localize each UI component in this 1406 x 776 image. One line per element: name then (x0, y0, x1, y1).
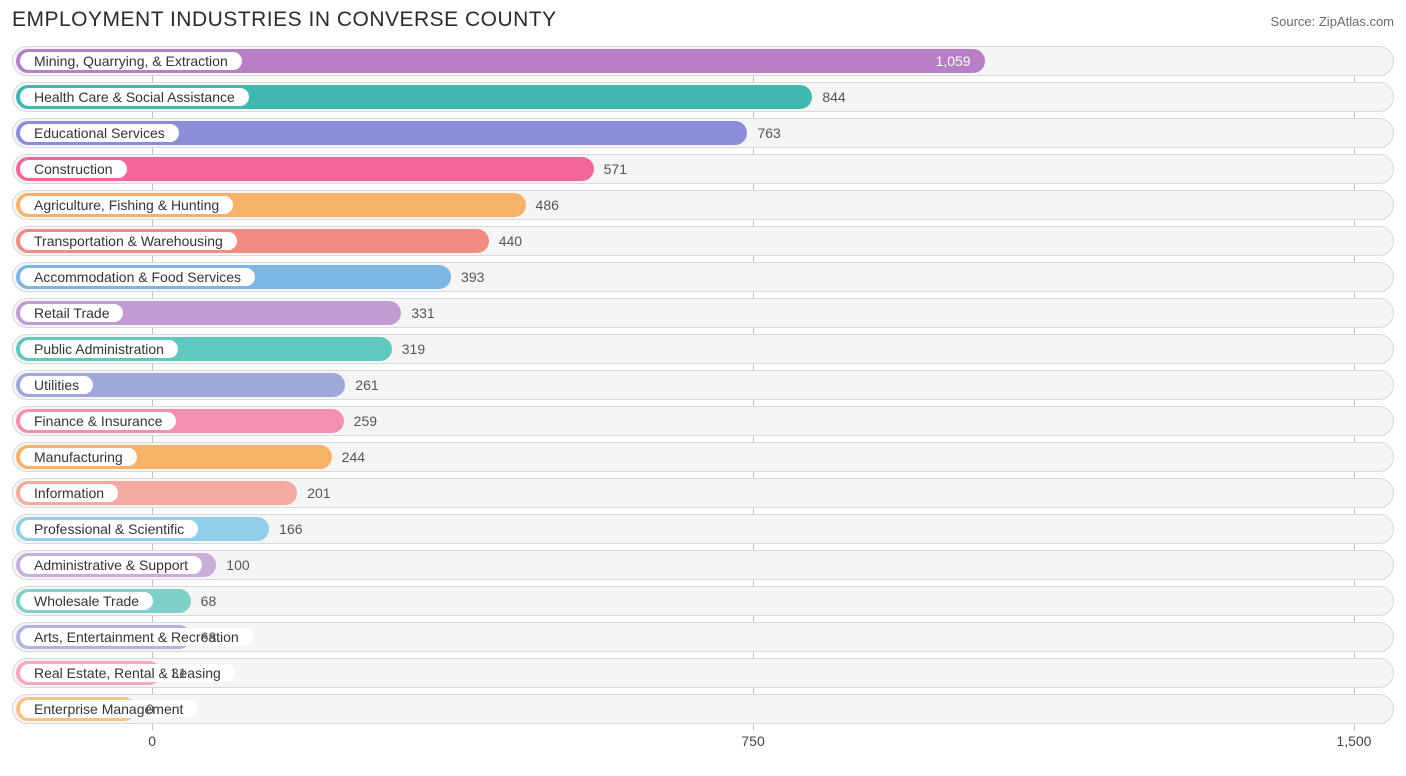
bar: Retail Trade (16, 301, 401, 325)
bar: Finance & Insurance (16, 409, 344, 433)
bar: Enterprise Management (16, 697, 136, 721)
bar-value: 201 (307, 479, 330, 507)
x-axis: 0 750 1,500 (12, 730, 1394, 752)
bar-row: Information 201 (12, 478, 1394, 508)
chart-title: EMPLOYMENT INDUSTRIES IN CONVERSE COUNTY (12, 8, 557, 32)
bar-value: 166 (279, 515, 302, 543)
bar-label-pill: Wholesale Trade (20, 592, 153, 610)
bar-row: Professional & Scientific 166 (12, 514, 1394, 544)
bar-row: Health Care & Social Assistance 844 (12, 82, 1394, 112)
bar-value: 571 (604, 155, 627, 183)
bar-label-pill: Educational Services (20, 124, 179, 142)
bar-value: 100 (226, 551, 249, 579)
bar-label-pill: Accommodation & Food Services (20, 268, 255, 286)
bar: Public Administration (16, 337, 392, 361)
bar-row: Finance & Insurance 259 (12, 406, 1394, 436)
bar-label-pill: Transportation & Warehousing (20, 232, 237, 250)
bar-label-pill: Manufacturing (20, 448, 137, 466)
bar-row: Transportation & Warehousing 440 (12, 226, 1394, 256)
bar-value: 331 (411, 299, 434, 327)
bar-value: 68 (201, 623, 217, 651)
chart-header: EMPLOYMENT INDUSTRIES IN CONVERSE COUNTY… (12, 8, 1394, 32)
bar-row: Construction 571 (12, 154, 1394, 184)
bar-label-pill: Real Estate, Rental & Leasing (20, 664, 235, 682)
bar: Information (16, 481, 297, 505)
bar: Real Estate, Rental & Leasing (16, 661, 161, 685)
bar-value: 0 (146, 695, 154, 723)
bar-row: Public Administration 319 (12, 334, 1394, 364)
axis-tick-label: 1,500 (1336, 733, 1371, 749)
bar-value: 1,059 (936, 49, 971, 73)
bar-chart: Mining, Quarrying, & Extraction 1,059 Heal… (12, 46, 1394, 752)
bar: Utilities (16, 373, 345, 397)
bar-label-pill: Utilities (20, 376, 93, 394)
bar: Manufacturing (16, 445, 332, 469)
bar: Accommodation & Food Services (16, 265, 451, 289)
bar-value: 319 (402, 335, 425, 363)
axis-tick-label: 750 (741, 733, 764, 749)
bar-label-pill: Construction (20, 160, 127, 178)
bar-row: Administrative & Support 100 (12, 550, 1394, 580)
bar: Construction (16, 157, 594, 181)
bar: Wholesale Trade (16, 589, 191, 613)
bar-value: 259 (354, 407, 377, 435)
bar-value: 440 (499, 227, 522, 255)
bar-label-pill: Professional & Scientific (20, 520, 198, 538)
bar-row: Arts, Entertainment & Recreation68 (12, 622, 1394, 652)
bar: Mining, Quarrying, & Extraction 1,059 (16, 49, 985, 73)
bar: Arts, Entertainment & Recreation (16, 625, 191, 649)
bar-row: Mining, Quarrying, & Extraction 1,059 (12, 46, 1394, 76)
bar-label-pill: Agriculture, Fishing & Hunting (20, 196, 233, 214)
bar-label-pill: Public Administration (20, 340, 178, 358)
bar-row: Educational Services 763 (12, 118, 1394, 148)
bar-label-pill: Information (20, 484, 118, 502)
axis-tick-label: 0 (148, 733, 156, 749)
bar-label-pill: Arts, Entertainment & Recreation (20, 628, 253, 646)
bar: Transportation & Warehousing (16, 229, 489, 253)
bar-row: Agriculture, Fishing & Hunting 486 (12, 190, 1394, 220)
bar-value: 844 (822, 83, 845, 111)
bar-row: Real Estate, Rental & Leasing31 (12, 658, 1394, 688)
bar-row: Enterprise Management0 (12, 694, 1394, 724)
bar-row: Manufacturing 244 (12, 442, 1394, 472)
bar-row: Wholesale Trade 68 (12, 586, 1394, 616)
bar-value: 261 (355, 371, 378, 399)
bar-row: Accommodation & Food Services 393 (12, 262, 1394, 292)
bar-value: 393 (461, 263, 484, 291)
bar-value: 486 (536, 191, 559, 219)
bar-value: 244 (342, 443, 365, 471)
bar-value: 31 (171, 659, 187, 687)
bar-label-pill: Mining, Quarrying, & Extraction (20, 52, 242, 70)
bar-label-pill: Retail Trade (20, 304, 123, 322)
bar: Administrative & Support (16, 553, 216, 577)
bar: Agriculture, Fishing & Hunting (16, 193, 526, 217)
bar-row: Retail Trade 331 (12, 298, 1394, 328)
chart-source: Source: ZipAtlas.com (1270, 14, 1394, 29)
bar-value: 68 (201, 587, 217, 615)
bar-label-pill: Administrative & Support (20, 556, 202, 574)
bar-label-pill: Health Care & Social Assistance (20, 88, 249, 106)
bar: Health Care & Social Assistance (16, 85, 812, 109)
bar: Educational Services (16, 121, 747, 145)
bar-label-pill: Finance & Insurance (20, 412, 176, 430)
bar: Professional & Scientific (16, 517, 269, 541)
bar-row: Utilities 261 (12, 370, 1394, 400)
bar-label-pill: Enterprise Management (20, 700, 197, 718)
bar-value: 763 (757, 119, 780, 147)
